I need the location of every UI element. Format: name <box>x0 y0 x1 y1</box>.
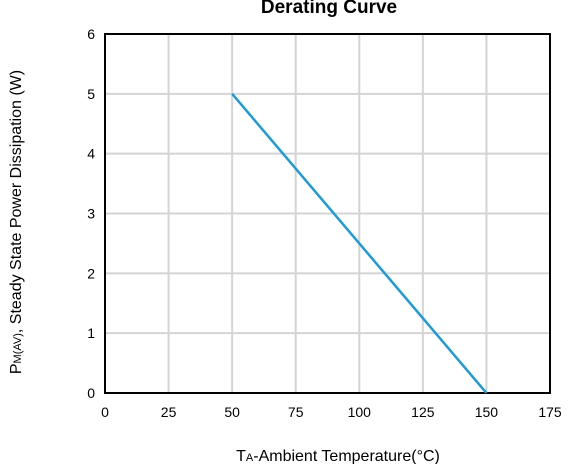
chart-title: Derating Curve <box>261 0 397 18</box>
x-tick-label: 175 <box>538 404 562 420</box>
y-tick-label: 3 <box>87 206 95 222</box>
x-tick-label: 150 <box>475 404 499 420</box>
y-tick-label: 2 <box>87 265 95 281</box>
x-tick-label: 125 <box>411 404 435 420</box>
y-tick-label: 4 <box>87 146 95 162</box>
y-axis-label: PM(AV), Steady State Power Dissipation (… <box>8 70 25 374</box>
x-tick-label: 25 <box>161 404 177 420</box>
series-line <box>231 93 488 394</box>
x-axis-label: TA-Ambient Temperature(°C) <box>236 448 440 464</box>
y-tick-label: 5 <box>87 86 95 102</box>
y-tick-label: 6 <box>87 26 95 42</box>
x-tick-label: 100 <box>348 404 372 420</box>
y-axis-ticks: 0 1 2 3 4 5 6 <box>87 26 95 401</box>
series-layer <box>231 93 488 394</box>
y-tick-label: 0 <box>87 385 95 401</box>
y-tick-label: 1 <box>87 325 95 341</box>
x-tick-label: 75 <box>288 404 304 420</box>
x-tick-label: 50 <box>224 404 240 420</box>
x-tick-label: 0 <box>101 404 109 420</box>
plot-frame <box>104 33 551 394</box>
x-axis-ticks: 0 25 50 75 100 125 150 175 <box>101 404 562 420</box>
grid <box>104 33 551 394</box>
